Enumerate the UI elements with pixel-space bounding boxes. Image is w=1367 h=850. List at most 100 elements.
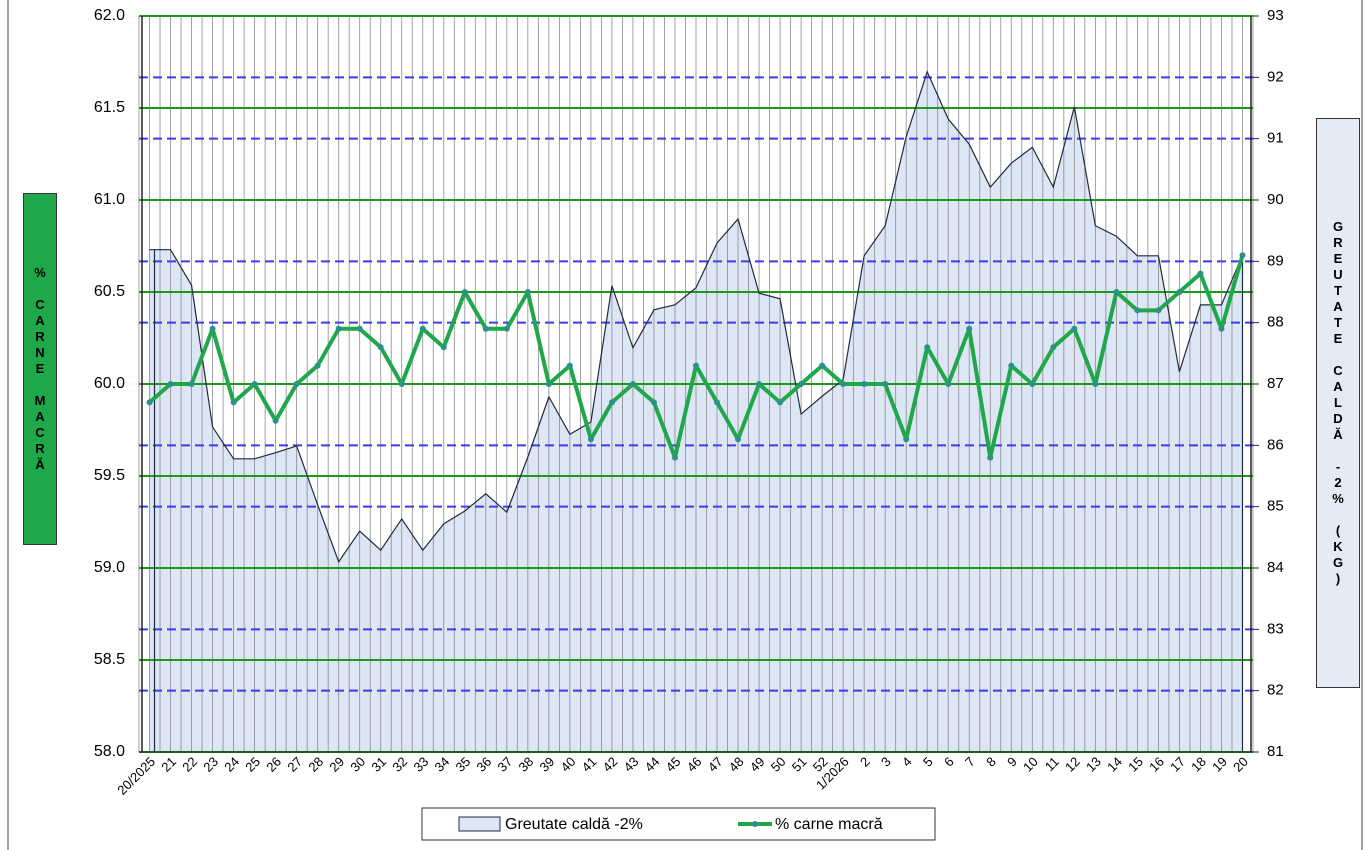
y-tick-label: 60.0 [94,375,125,392]
x-tick-label: 6 [941,754,957,770]
point [1218,325,1225,332]
x-tick-label: 49 [747,754,768,775]
x-tick-label: 18 [1188,754,1209,775]
point [293,381,300,387]
x-tick-label: 19 [1209,754,1230,775]
point [777,399,784,406]
point [1029,381,1036,387]
point [1155,307,1162,314]
y2-tick-label: 86 [1267,436,1284,453]
x-tick-label: 46 [684,754,705,775]
point [146,399,153,406]
x-tick-label: 16 [1146,754,1167,775]
x-tick-label: 35 [453,754,474,775]
point [693,362,699,369]
point [1134,307,1141,314]
legend: Greutate caldă -2% % carne macră [421,807,936,841]
x-tick-label: 29 [326,754,347,775]
y2-tick-label: 85 [1267,498,1284,515]
y-tick-label: 62.0 [94,7,125,24]
point [945,381,952,387]
x-tick-label: 48 [726,754,747,775]
x-tick-label: 23 [200,754,221,775]
x-tick-label: 8 [983,754,999,770]
point [209,325,216,332]
x-tick-label: 39 [537,754,558,775]
point [1008,362,1015,369]
y-tick-label: 59.5 [94,467,125,484]
y2-tick-label: 82 [1267,682,1284,699]
point [650,399,657,406]
x-tick-label: 13 [1083,754,1104,775]
y2-tick-label: 84 [1267,559,1284,576]
x-tick-label: 4 [899,754,915,770]
point [903,436,910,443]
y2-tick-label: 83 [1267,620,1284,637]
point [272,417,279,424]
point [735,436,742,443]
x-tick-label: 27 [284,754,305,775]
point [608,399,615,406]
y2-tick-label: 90 [1267,191,1284,208]
y2-tick-label: 88 [1267,314,1284,331]
x-tick-label: 14 [1104,754,1125,775]
point [356,325,363,332]
area-outline [149,70,1244,564]
x-tick-label: 40 [558,754,579,775]
x-tick-label: 12 [1062,754,1083,775]
y2-tick-label: 87 [1267,375,1284,392]
x-tick-label: 50 [768,754,789,775]
y-axis-title: % CARNE MACRĂ [23,193,57,545]
point [1092,381,1099,387]
point [840,381,847,387]
x-tick-label: 28 [305,754,326,775]
x-tick-label: 36 [474,754,495,775]
point [1176,289,1183,295]
x-tick-label: 33 [410,754,431,775]
point [188,381,195,387]
y2-tick-label: 92 [1267,68,1284,85]
point [987,454,994,461]
point [167,381,174,387]
point [377,344,384,351]
point [1197,270,1204,277]
legend-label: % carne macră [775,816,883,833]
x-tick-label: 15 [1125,754,1146,775]
x-tick-label: 31 [368,754,389,775]
x-tick-label: 20/2025 [114,754,158,798]
point [756,381,763,387]
legend-swatch [458,816,501,832]
point [314,362,321,369]
x-tick-label: 9 [1004,754,1020,770]
point [1239,252,1246,259]
x-tick-label: 51 [789,754,810,775]
x-tick-label: 20 [1230,754,1251,775]
point [440,344,447,351]
chart-border [7,0,1363,850]
point [1050,344,1057,351]
x-tick-label: 30 [347,754,368,775]
point [461,289,468,295]
y-tick-label: 59.0 [94,559,125,576]
y2-tick-label: 89 [1267,252,1284,269]
y2-tick-label: 91 [1267,130,1284,147]
point [861,381,868,387]
x-tick-label: 11 [1042,754,1062,774]
point [230,399,237,406]
point [503,325,510,332]
x-tick-label: 42 [600,754,621,775]
point [1071,325,1078,332]
point [419,325,426,332]
legend-box [421,807,936,841]
point [587,436,594,443]
x-tick-label: 44 [642,754,663,775]
y2-axis-title: GREUTATE CALDĂ -2% (KG) [1316,118,1360,688]
x-tick-label: 2 [857,754,873,770]
y2-tick-label: 81 [1267,743,1284,760]
point [251,381,258,387]
point [798,381,805,387]
point [671,454,678,461]
x-tick-label: 47 [705,754,726,775]
x-tick-label: 25 [242,754,263,775]
